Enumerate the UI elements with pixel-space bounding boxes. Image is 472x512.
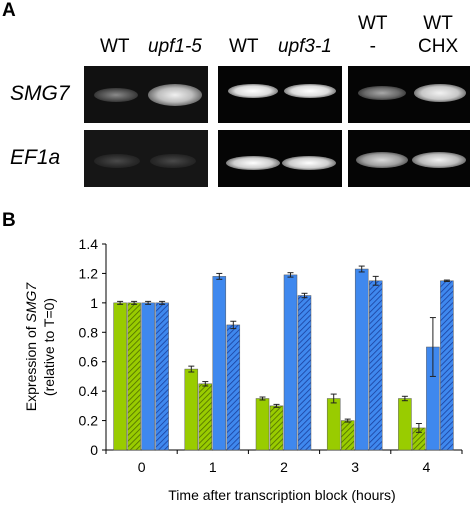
row-label-smg7: SMG7	[10, 82, 70, 105]
panel-b-letter: B	[2, 210, 16, 231]
band	[94, 88, 138, 102]
bar	[440, 280, 454, 451]
gel-smg7-group2	[218, 66, 342, 123]
bar	[184, 368, 199, 451]
bar	[340, 420, 355, 451]
x-tick-label: 3	[351, 459, 359, 475]
x-axis-label: Time after transcription block (hours)	[168, 487, 395, 503]
lane-label-wt-chx: WT CHX	[418, 12, 458, 58]
bar	[198, 383, 213, 451]
lane-label-wt-3: WT -	[358, 13, 388, 57]
y-tick-label: 0.6	[79, 354, 99, 370]
band	[148, 84, 202, 106]
band	[282, 156, 336, 170]
lane-label-wt-1: WT	[100, 36, 130, 57]
band	[414, 84, 466, 102]
bar	[141, 302, 155, 451]
y-tick-label: 0.4	[79, 383, 99, 399]
gel-ef1a-group3	[348, 130, 470, 187]
gel-ef1a-group2	[218, 130, 342, 187]
lane-label-upf1-5: upf1-5	[148, 36, 202, 57]
bar	[226, 324, 241, 451]
bar	[297, 295, 312, 451]
x-tick-label: 2	[280, 459, 288, 475]
expression-bar-chart: 0 0.2 0.4 0.6 0.8 1 1.2 1.4 0 1 2 3 4 Expression of …	[23, 236, 463, 503]
band	[228, 84, 278, 98]
y-tick-label: 0.2	[79, 413, 99, 429]
bar	[283, 274, 298, 451]
bar	[354, 268, 369, 451]
y-axis-label-line1: Expression of SMG7	[23, 282, 39, 412]
y-tick-label: 1.4	[79, 236, 99, 252]
x-tick-label: 1	[209, 459, 217, 475]
gel-smg7-group3	[348, 66, 470, 123]
gel-ef1a-group1	[84, 130, 208, 187]
chart-bars	[113, 265, 454, 451]
y-tick-label: 1	[90, 295, 98, 311]
lane-label-wt-minus: WT -	[358, 12, 388, 58]
gel-smg7-group1	[84, 66, 208, 123]
bar	[368, 280, 383, 451]
bar	[155, 302, 169, 451]
lane-label-wt-4: WT CHX	[418, 13, 459, 57]
row-label-ef1a: EF1a	[10, 146, 61, 169]
y-tick-label: 0	[90, 442, 98, 458]
bar	[127, 302, 141, 451]
y-axis-label-line2: (relative to T=0)	[41, 298, 57, 396]
bar	[398, 398, 412, 451]
band	[284, 84, 336, 98]
bar	[255, 398, 270, 451]
y-tick-label: 0.8	[79, 324, 99, 340]
band	[94, 154, 140, 168]
band	[358, 86, 406, 100]
bar	[269, 405, 284, 451]
chart-labels: Expression of SMG7 (relative to T=0) Tim…	[23, 282, 396, 503]
band	[150, 154, 196, 168]
panel-a-letter: A	[2, 0, 16, 21]
bar	[113, 302, 127, 451]
band	[226, 156, 280, 170]
y-tick-label: 1.2	[79, 265, 99, 281]
lane-label-upf3-1: upf3-1	[278, 36, 332, 57]
lane-label-wt-2: WT	[229, 36, 259, 57]
bar	[326, 398, 341, 451]
bar	[212, 276, 227, 451]
chart-axes: 0 0.2 0.4 0.6 0.8 1 1.2 1.4 0 1 2 3 4	[79, 236, 463, 475]
x-tick-label: 0	[138, 459, 146, 475]
band	[412, 152, 466, 168]
band	[356, 152, 408, 168]
x-tick-label: 4	[423, 459, 431, 475]
